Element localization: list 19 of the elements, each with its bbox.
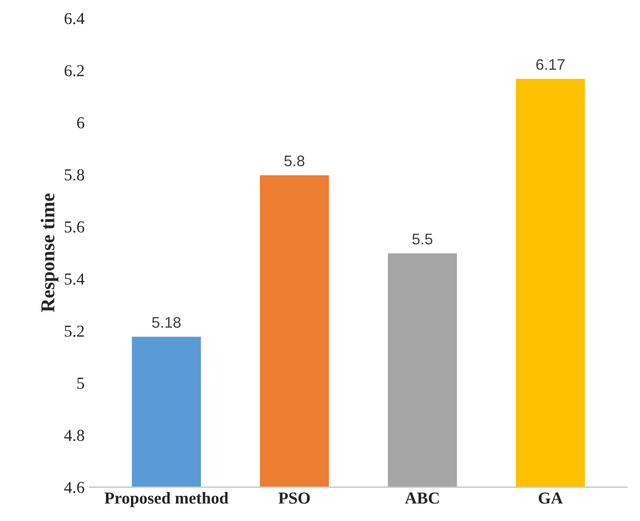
y-tick-label: 5.6 — [64, 221, 84, 233]
x-tick-label: Proposed method — [104, 492, 228, 508]
y-tick-label: 5.4 — [64, 274, 84, 285]
y-tick-label: 6.4 — [64, 12, 84, 24]
data-label: 6.17 — [536, 59, 564, 70]
y-tick-label: 6 — [77, 117, 84, 128]
data-label: 5.5 — [412, 234, 432, 244]
x-tick-label: ABC — [404, 492, 439, 504]
data-label: 5.8 — [284, 155, 304, 166]
y-tick-label: 6.2 — [64, 65, 84, 76]
data-label: 5.18 — [152, 316, 181, 328]
y-tick-label: 5 — [77, 378, 84, 389]
y-tick-label: 5.2 — [64, 326, 84, 337]
x-tick-label: GA — [538, 492, 563, 504]
x-tick-label: PSO — [278, 492, 310, 504]
y-tick-label: 5.8 — [64, 169, 84, 181]
y-tick-label: 4.6 — [64, 482, 84, 494]
y-axis-title: Response time — [40, 194, 58, 312]
y-tick-label: 4.8 — [64, 430, 84, 442]
